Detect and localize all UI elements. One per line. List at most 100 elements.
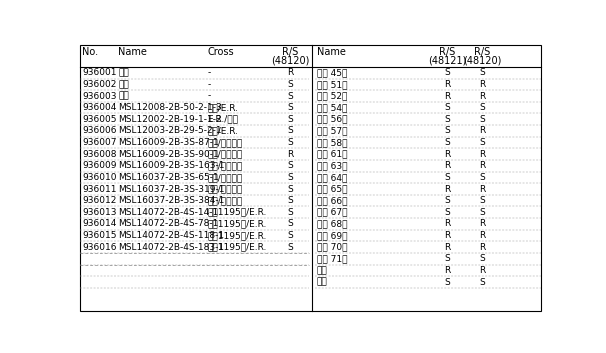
Text: 밀양 67호: 밀양 67호 xyxy=(317,208,347,217)
Text: Name: Name xyxy=(118,47,147,57)
Text: S: S xyxy=(479,115,485,124)
Text: 밀양 65호: 밀양 65호 xyxy=(317,185,347,193)
Text: Name: Name xyxy=(317,47,345,57)
Text: 고품: 고품 xyxy=(118,80,129,89)
Text: 936002: 936002 xyxy=(82,80,116,89)
Text: 936009: 936009 xyxy=(82,161,116,170)
Text: R: R xyxy=(287,150,294,159)
Text: R: R xyxy=(479,126,485,136)
Text: 평안/E.R.: 평안/E.R. xyxy=(207,126,238,136)
Text: S: S xyxy=(288,103,293,112)
Text: MSL12003-2B-29-5-2-1: MSL12003-2B-29-5-2-1 xyxy=(118,126,222,136)
Text: 밀양 61호: 밀양 61호 xyxy=(317,150,347,159)
Text: R: R xyxy=(444,266,450,275)
Text: 밀양 68호: 밀양 68호 xyxy=(317,220,347,228)
Text: R: R xyxy=(479,266,485,275)
Text: 밀양 64호: 밀양 64호 xyxy=(317,173,347,182)
Text: R: R xyxy=(479,91,485,101)
Text: S: S xyxy=(288,243,293,252)
Text: MSL16037-2B-3S-65-1: MSL16037-2B-3S-65-1 xyxy=(118,173,219,182)
Text: (48121): (48121) xyxy=(428,56,466,66)
Text: 밀양 71호: 밀양 71호 xyxy=(317,254,347,263)
Text: 아름/고마조우: 아름/고마조우 xyxy=(207,185,242,193)
Text: -: - xyxy=(207,91,211,101)
Text: S: S xyxy=(479,254,485,263)
Text: 수욐1195호/E.R.: 수욐1195호/E.R. xyxy=(207,231,267,240)
Text: MSL12002-2B-19-1-1-2: MSL12002-2B-19-1-1-2 xyxy=(118,115,222,124)
Text: 안산: 안산 xyxy=(118,91,129,101)
Text: S: S xyxy=(444,173,450,182)
Text: No.: No. xyxy=(82,47,98,57)
Text: R/S: R/S xyxy=(474,47,490,57)
Text: S: S xyxy=(444,126,450,136)
Text: R: R xyxy=(444,161,450,170)
Text: 건백: 건백 xyxy=(118,68,129,77)
Text: S: S xyxy=(288,231,293,240)
Text: S: S xyxy=(444,115,450,124)
Text: S: S xyxy=(444,254,450,263)
Text: 밀양 51호: 밀양 51호 xyxy=(317,80,347,89)
Text: R: R xyxy=(479,220,485,228)
Text: 936006: 936006 xyxy=(82,126,116,136)
Text: R: R xyxy=(479,185,485,193)
Text: S: S xyxy=(479,138,485,147)
Text: R/S: R/S xyxy=(282,47,299,57)
Text: 936004: 936004 xyxy=(82,103,116,112)
Text: S: S xyxy=(288,196,293,205)
Text: R: R xyxy=(444,231,450,240)
Text: 밀양 66호: 밀양 66호 xyxy=(317,196,347,205)
Text: 수욐1195호/E.R.: 수욐1195호/E.R. xyxy=(207,220,267,228)
Text: R: R xyxy=(444,185,450,193)
Text: R: R xyxy=(444,243,450,252)
Text: S: S xyxy=(479,173,485,182)
Text: MSL12008-2B-50-2-1-3: MSL12008-2B-50-2-1-3 xyxy=(118,103,222,112)
Text: R: R xyxy=(444,91,450,101)
Text: 936011: 936011 xyxy=(82,185,116,193)
Text: 936013: 936013 xyxy=(82,208,116,217)
Text: S: S xyxy=(444,138,450,147)
Text: 밀양 58호: 밀양 58호 xyxy=(317,138,347,147)
Text: 건백: 건백 xyxy=(317,266,327,275)
Text: R: R xyxy=(287,68,294,77)
Text: 수욐1195호/E.R.: 수욐1195호/E.R. xyxy=(207,243,267,252)
Text: 밀양 52호: 밀양 52호 xyxy=(317,91,347,101)
Text: S: S xyxy=(288,220,293,228)
Text: 아름/고마조우: 아름/고마조우 xyxy=(207,173,242,182)
Text: MSL16009-2B-3S-90-1: MSL16009-2B-3S-90-1 xyxy=(118,150,219,159)
Text: MSL14072-2B-4S-118-1: MSL14072-2B-4S-118-1 xyxy=(118,231,224,240)
Text: R: R xyxy=(479,80,485,89)
Text: 밀양 57호: 밀양 57호 xyxy=(317,126,347,136)
Text: R: R xyxy=(479,161,485,170)
Text: 936010: 936010 xyxy=(82,173,116,182)
Text: 오산: 오산 xyxy=(317,277,327,287)
Text: 참황/E.R.: 참황/E.R. xyxy=(207,103,238,112)
Text: S: S xyxy=(444,68,450,77)
Text: MSL16037-2B-3S-384-1: MSL16037-2B-3S-384-1 xyxy=(118,196,224,205)
Text: S: S xyxy=(288,161,293,170)
Text: 밀양 45호: 밀양 45호 xyxy=(317,68,347,77)
Text: 936015: 936015 xyxy=(82,231,116,240)
Text: MSL16009-2B-3S-163-1: MSL16009-2B-3S-163-1 xyxy=(118,161,225,170)
Text: S: S xyxy=(288,173,293,182)
Text: (48120): (48120) xyxy=(271,56,310,66)
Text: 밀양 54호: 밀양 54호 xyxy=(317,103,347,112)
Text: 936016: 936016 xyxy=(82,243,116,252)
Text: MSL16037-2B-3S-319-1: MSL16037-2B-3S-319-1 xyxy=(118,185,225,193)
Text: S: S xyxy=(444,277,450,287)
Text: MSL16009-2B-3S-87-1: MSL16009-2B-3S-87-1 xyxy=(118,138,219,147)
Text: 아름/고마조우: 아름/고마조우 xyxy=(207,196,242,205)
Text: S: S xyxy=(479,68,485,77)
Text: MSL14072-2B-4S-14-1: MSL14072-2B-4S-14-1 xyxy=(118,208,218,217)
Text: S: S xyxy=(444,196,450,205)
Text: 936001: 936001 xyxy=(82,68,116,77)
Text: 건백/고마조우: 건백/고마조우 xyxy=(207,161,242,170)
Text: S: S xyxy=(288,185,293,193)
Text: S: S xyxy=(444,103,450,112)
Text: R: R xyxy=(444,80,450,89)
Text: 936005: 936005 xyxy=(82,115,116,124)
Text: S: S xyxy=(288,115,293,124)
Text: E.R./평안: E.R./평안 xyxy=(207,115,238,124)
Text: 936007: 936007 xyxy=(82,138,116,147)
Text: MSL14072-2B-4S-78-1: MSL14072-2B-4S-78-1 xyxy=(118,220,218,228)
Text: 건백/고마조우: 건백/고마조우 xyxy=(207,150,242,159)
